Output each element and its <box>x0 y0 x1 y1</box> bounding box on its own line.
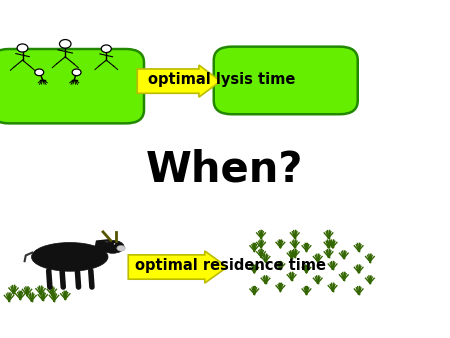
Circle shape <box>72 69 81 76</box>
Text: optimal lysis time: optimal lysis time <box>148 72 296 87</box>
Text: When?: When? <box>146 148 304 190</box>
Ellipse shape <box>101 240 124 253</box>
Ellipse shape <box>32 243 108 271</box>
Polygon shape <box>94 240 110 251</box>
FancyArrow shape <box>137 65 220 97</box>
FancyBboxPatch shape <box>0 49 144 123</box>
Circle shape <box>101 45 111 52</box>
Ellipse shape <box>104 240 109 243</box>
Ellipse shape <box>117 245 125 251</box>
FancyArrow shape <box>128 251 227 283</box>
Circle shape <box>59 40 71 48</box>
Circle shape <box>17 44 28 52</box>
Circle shape <box>113 243 116 245</box>
Text: optimal residence time: optimal residence time <box>135 258 326 273</box>
Circle shape <box>35 69 44 76</box>
FancyBboxPatch shape <box>214 47 358 114</box>
